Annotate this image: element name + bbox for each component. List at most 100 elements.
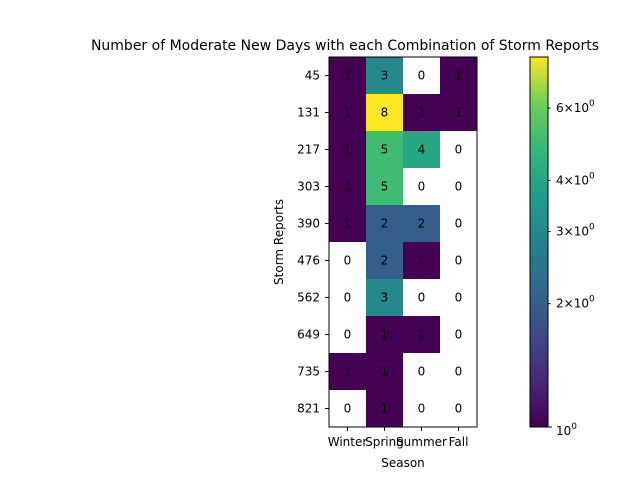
heatmap-cell [440,279,477,316]
colorbar-ticks: 100 2×100 3×100 4×100 6×100 [548,99,595,438]
x-tick-label: Fall [449,435,469,449]
y-tick-label: 45 [305,69,320,83]
cell-value-label: 0 [344,254,352,268]
cell-value-label: 0 [455,328,463,342]
heatmap-cell [366,316,403,353]
heatmap-cell [440,316,477,353]
cell-value-label: 0 [455,180,463,194]
heatmap-cell [403,279,440,316]
x-tick-label: Winter [328,435,368,449]
heatmap-cell [440,242,477,279]
heatmap-cell [440,353,477,390]
cell-value-label: 1 [344,106,352,120]
cell-value-label: 2 [418,217,426,231]
cell-value-label: 5 [381,143,389,157]
cell-value-label: 1 [381,365,389,379]
heatmap-cell [366,205,403,242]
cell-value-label: 0 [455,402,463,416]
y-tick-label: 735 [297,365,320,379]
cell-value-label: 1 [344,69,352,83]
cell-value-label: 0 [344,402,352,416]
cell-value-label: 1 [344,217,352,231]
heatmap-cell [403,242,440,279]
heatmap-cell [329,205,366,242]
heatmap-cell [329,131,366,168]
cell-value-label: 0 [418,291,426,305]
x-axis-label: Season [381,456,425,470]
cell-value-label: 2 [381,254,389,268]
heatmap-cell [403,316,440,353]
cell-value-label: 2 [381,217,389,231]
heatmap-cell [403,57,440,94]
cell-value-label: 1 [418,254,426,268]
cell-value-label: 0 [418,69,426,83]
colorbar-tick-label: 6×100 [556,99,595,115]
cell-value-label: 5 [381,180,389,194]
cell-value-label: 1 [418,328,426,342]
cell-value-label: 0 [455,254,463,268]
y-tick-label: 649 [297,328,320,342]
cell-value-label: 1 [381,402,389,416]
heatmap-cell [440,168,477,205]
heatmap-cell [366,168,403,205]
colorbar-frame [529,56,549,428]
y-tick-label: 390 [297,217,320,231]
heatmap-cell [329,353,366,390]
y-tick-label: 217 [297,143,320,157]
chart-title: Number of Moderate New Days with each Co… [91,38,599,54]
cell-value-label: 3 [381,69,389,83]
cell-value-label: 0 [455,291,463,305]
cell-value-label: 0 [344,291,352,305]
heatmap-cell [440,131,477,168]
y-tick-label: 562 [297,291,320,305]
heatmap-cell [329,168,366,205]
plot-frame [328,56,478,428]
heatmap-cell [366,94,403,131]
cell-value-label: 0 [418,402,426,416]
colorbar-tick-label: 3×100 [556,223,595,239]
cell-value-label: 0 [455,143,463,157]
cell-value-label: 1 [418,106,426,120]
colorbar [530,57,548,427]
y-tick-label: 476 [297,254,320,268]
heatmap-cell [366,279,403,316]
heatmap-cell [366,353,403,390]
cell-value-label: 1 [344,365,352,379]
heatmap-cell [403,390,440,427]
y-axis-label: Storm Reports [272,199,286,285]
cell-value-label: 0 [455,365,463,379]
heatmap-cell [440,57,477,94]
y-axis-ticks: 45 131 217 303 390 476 562 649 735 821 [297,69,329,416]
heatmap-cell [366,390,403,427]
heatmap-cell [329,316,366,353]
colorbar-tick-label: 4×100 [556,171,595,187]
heatmap-cell [329,390,366,427]
cell-value-label: 0 [418,365,426,379]
x-tick-label: Spring [365,435,404,449]
cell-value-label: 1 [455,69,463,83]
heatmap-cell [440,390,477,427]
y-tick-label: 821 [297,402,320,416]
cell-value-label: 1 [344,180,352,194]
y-tick-label: 131 [297,106,320,120]
colorbar-tick-label: 100 [556,422,577,438]
heatmap-cell [403,131,440,168]
cell-value-label: 1 [455,106,463,120]
cell-value-label: 0 [344,328,352,342]
heatmap-cell [329,94,366,131]
heatmap-cell [403,168,440,205]
cell-value-label: 8 [381,106,389,120]
heatmap-cell [403,94,440,131]
heatmap-cell [440,94,477,131]
cell-value-label: 1 [344,143,352,157]
heatmap-cell [366,57,403,94]
cell-value-label: 4 [418,143,426,157]
heatmap-cell [403,353,440,390]
heatmap-cell [440,205,477,242]
cell-value-label: 0 [418,180,426,194]
heatmap-cell [366,242,403,279]
heatmap-cell [366,131,403,168]
cell-value-label: 0 [455,217,463,231]
